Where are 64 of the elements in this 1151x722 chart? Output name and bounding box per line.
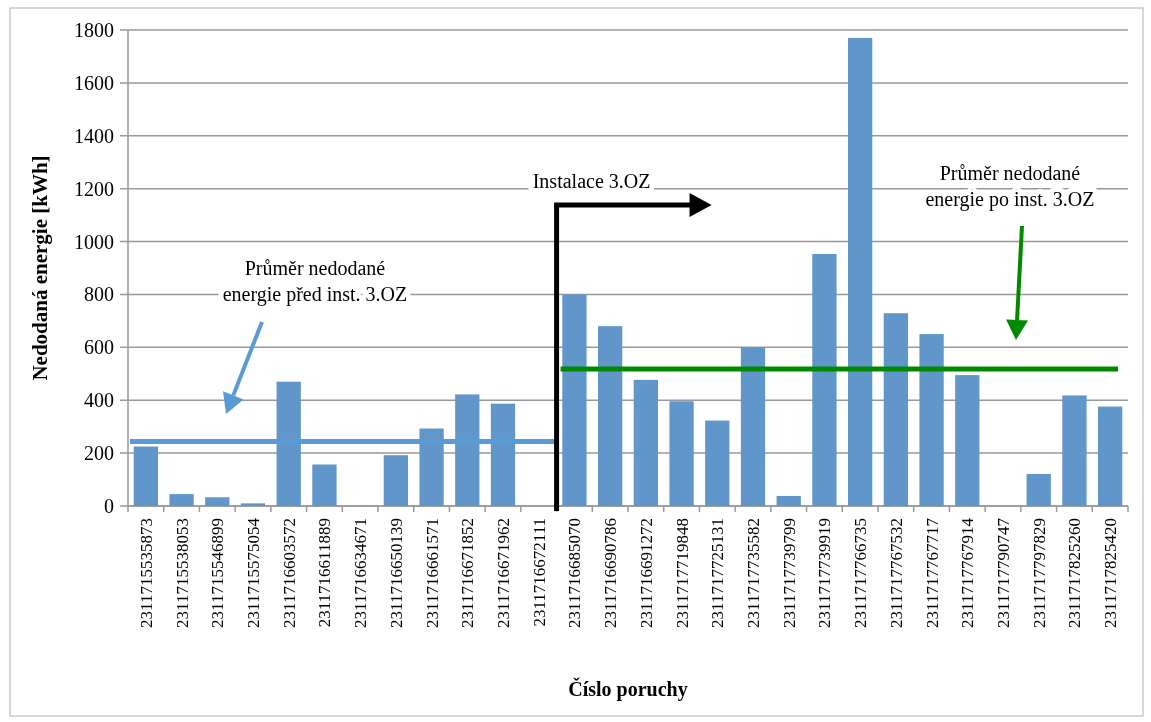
y-tick-label: 200	[84, 442, 114, 465]
x-tick-label: 2311716671852	[458, 518, 478, 628]
y-tick-label: 600	[84, 336, 114, 359]
x-tick-label: 2311717825420	[1101, 518, 1121, 628]
x-tick-label: 2311716611889	[315, 518, 335, 628]
x-tick-label: 2311717739799	[779, 518, 799, 628]
bar	[705, 420, 730, 506]
bar	[205, 497, 230, 506]
bar	[669, 401, 694, 506]
x-tick-label: 2311717767717	[922, 517, 942, 628]
x-axis-title: Číslo poruchy	[568, 677, 688, 701]
y-tick-label: 0	[104, 495, 114, 517]
x-tick-label: 2311716661571	[422, 518, 442, 628]
bar	[562, 294, 587, 506]
bar	[312, 464, 337, 506]
y-axis-title: Nedodaná energie [kWh]	[28, 155, 53, 381]
x-tick-label: 2311717767532	[886, 518, 906, 628]
x-tick-label: 2311716671962	[493, 518, 513, 628]
bar	[955, 375, 980, 506]
x-tick-label: 2311717790747	[993, 517, 1013, 628]
y-tick-label: 1600	[74, 71, 114, 94]
bar	[598, 326, 623, 506]
x-tick-label: 2311716672111	[529, 518, 549, 627]
bar	[633, 379, 658, 506]
x-tick-label: 2311717766735	[851, 518, 871, 628]
annotation: Průměr nedodané energie před inst. 3.OZ	[222, 257, 408, 306]
y-tick-label: 1000	[74, 230, 114, 253]
bar	[812, 253, 837, 506]
annotation: Průměr nedodané energie po inst. 3.OZ	[925, 162, 1095, 211]
y-tick-label: 1200	[74, 177, 114, 200]
bar	[240, 503, 266, 506]
bar	[1062, 395, 1087, 506]
x-tick-label: 2311716691272	[636, 518, 656, 628]
bar	[776, 495, 801, 506]
y-tick-label: 1400	[74, 124, 114, 147]
x-tick-label: 2311716690786	[601, 518, 621, 628]
bar	[919, 334, 944, 506]
x-tick-label: 2311717739919	[815, 518, 835, 628]
bar	[1026, 474, 1051, 506]
x-tick-label: 2311717719848	[672, 518, 692, 628]
x-tick-label: 2311716634671	[351, 518, 371, 628]
x-tick-label: 2311717825260	[1065, 518, 1085, 628]
bar	[133, 446, 158, 506]
y-tick-label: 1800	[74, 19, 114, 41]
x-tick-label: 2311715538053	[172, 518, 192, 628]
x-tick-label: 2311716603572	[279, 518, 299, 628]
x-tick-label: 2311715535873	[136, 518, 156, 628]
x-tick-label: 2311716650139	[386, 518, 406, 628]
bar	[169, 494, 194, 506]
bar	[1098, 406, 1123, 506]
x-tick-label: 2311717767914	[958, 517, 978, 628]
bar	[848, 37, 873, 506]
y-tick-label: 800	[84, 283, 114, 306]
x-tick-label: 2311715575054	[243, 517, 263, 628]
y-tick-label: 400	[84, 389, 114, 412]
ref-line-label: Instalace 3.OZ	[532, 170, 651, 192]
bar	[383, 455, 408, 506]
x-tick-label: 2311715546899	[208, 518, 228, 628]
bar	[740, 347, 766, 506]
x-tick-label: 2311717735582	[743, 518, 763, 628]
x-tick-label: 2311716685070	[565, 518, 585, 628]
x-tick-label: 2311717797829	[1029, 518, 1049, 628]
bar	[883, 313, 908, 506]
x-tick-label: 2311717725131	[708, 518, 728, 628]
